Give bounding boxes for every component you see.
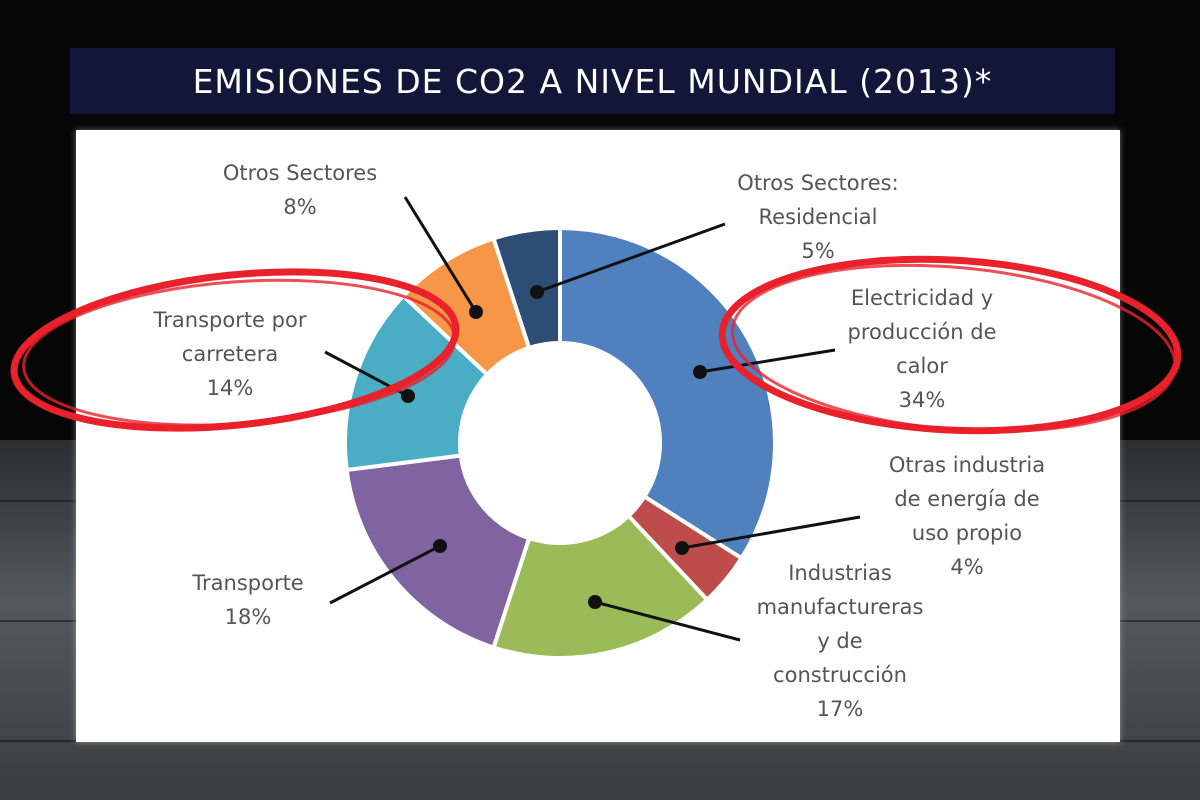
slice-label: Industrias manufactureras y de construcción…	[757, 561, 924, 721]
leader-line	[329, 544, 441, 605]
highlight-circle	[718, 255, 1182, 435]
slice-value: 18%	[225, 605, 272, 629]
slice-value: 8%	[283, 195, 316, 219]
highlight-circle-stroke	[730, 263, 1177, 433]
donut-slice	[558, 225, 777, 561]
leader-line	[403, 196, 478, 313]
slice-label-line: manufactureras	[757, 595, 924, 619]
slice-label-line: Transporte	[191, 571, 303, 595]
leader-dot	[469, 305, 483, 319]
leader-line	[536, 222, 726, 294]
slice-label: Otros Sectores: Residencial 5%	[737, 171, 898, 263]
leader-dot	[433, 539, 447, 553]
slice-label: Electricidad y producción de calor 34%	[848, 286, 997, 412]
slice-label-line: calor	[896, 354, 948, 378]
slice-label-line: Residencial	[759, 205, 878, 229]
slice-value: 17%	[817, 697, 864, 721]
slice-value: 5%	[801, 239, 834, 263]
slice-label-line: Electricidad y	[851, 286, 993, 310]
slice-label-line: y de	[817, 629, 862, 653]
page-title: EMISIONES DE CO2 A NIVEL MUNDIAL (2013)*	[192, 61, 993, 101]
slice-label-line: Transporte por	[153, 308, 307, 332]
leader-line	[699, 348, 836, 374]
leader-dot	[675, 541, 689, 555]
leader-dot	[588, 595, 602, 609]
slice-label-line: construcción	[773, 663, 907, 687]
highlight-circle-stroke	[22, 278, 457, 427]
leader-dot	[401, 389, 415, 403]
slice-label-line: Industrias	[788, 561, 892, 585]
leader-line	[594, 600, 741, 642]
leader-line	[681, 515, 861, 550]
slice-label-line: carretera	[182, 342, 278, 366]
slice-label: Otras industria de energía de uso propio 4%	[889, 453, 1045, 579]
slice-value: 4%	[950, 555, 983, 579]
donut-slice	[491, 513, 711, 660]
slice-label-line: uso propio	[912, 521, 1022, 545]
slice-value: 34%	[899, 388, 946, 412]
slice-label-line: producción de	[848, 320, 997, 344]
slice-label-line: Otros Sectores:	[737, 171, 898, 195]
leader-dot	[693, 365, 707, 379]
slice-label: Otros Sectores 8%	[223, 161, 377, 219]
slice-label-line: Otras industria	[889, 453, 1045, 477]
slice-label: Transporte 18%	[191, 571, 303, 629]
leader-dot	[530, 285, 544, 299]
slice-label: Transporte por carretera 14%	[153, 308, 307, 400]
title-banner: EMISIONES DE CO2 A NIVEL MUNDIAL (2013)*	[70, 48, 1115, 114]
donut-slice	[491, 225, 562, 351]
slice-label-line: de energía de	[894, 487, 1039, 511]
slice-label-line: Otros Sectores	[223, 161, 377, 185]
slice-value: 14%	[207, 376, 254, 400]
